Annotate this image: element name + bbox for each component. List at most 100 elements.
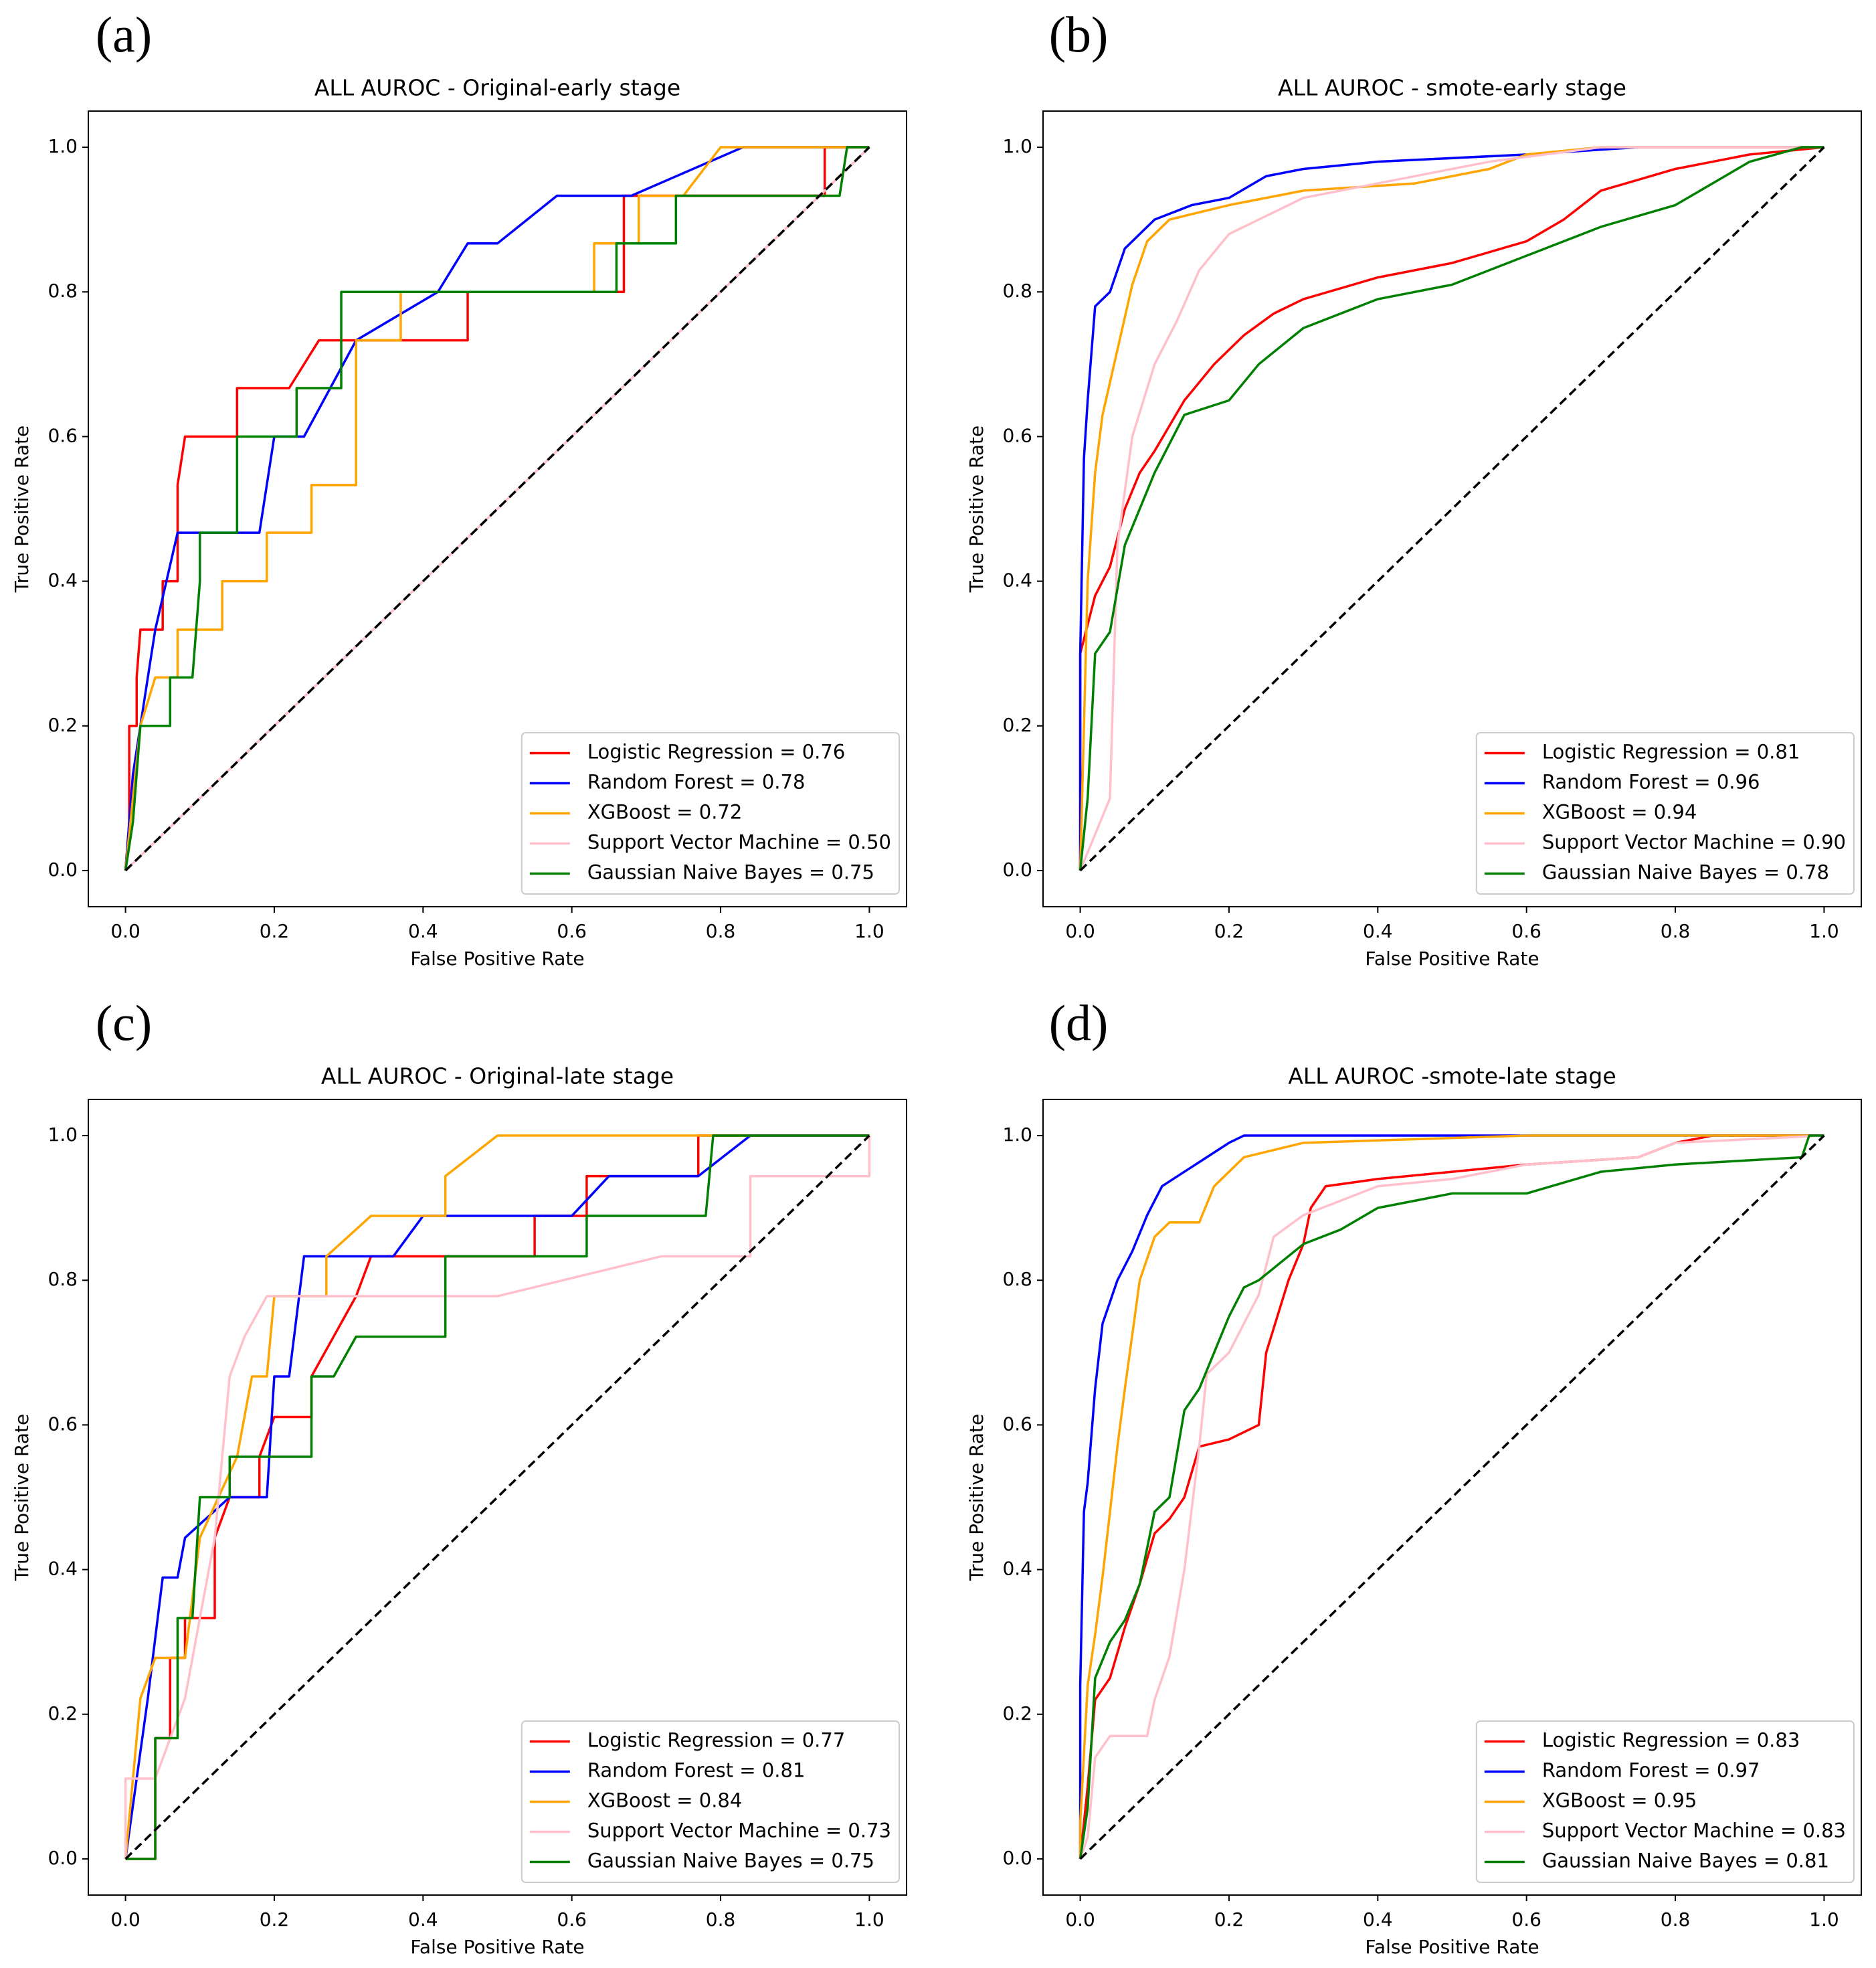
y-axis-label: True Positive Rate [965,1414,988,1581]
legend-box [1475,732,1855,895]
x-tick-label: 0.8 [1661,1908,1691,1931]
y-tick-label: 0.8 [1002,1268,1032,1290]
roc-curve [1078,1134,1824,1859]
y-tick-label: 0.4 [1002,1558,1032,1580]
y-tick-label: 0.8 [48,1268,78,1290]
x-tick-label: 0.0 [1065,920,1095,942]
roc-curve [124,146,870,871]
x-axis-label: False Positive Rate [410,1936,584,1958]
x-tick-label: 1.0 [854,920,884,942]
x-tick-label: 0.4 [408,920,438,942]
legend-label: Support Vector Machine = 0.90 [1542,831,1846,854]
roc-curve [124,146,870,871]
x-axis-label: False Positive Rate [1365,948,1539,970]
legend-box [1475,1720,1855,1883]
chart-title: ALL AUROC - Original-early stage [314,75,680,101]
roc-curve [125,1134,870,1860]
x-tick-label: 0.8 [1661,920,1691,942]
chart-panel: (b) ALL AUROC - smote-early stage False Po… [965,7,1862,970]
legend-label: XGBoost = 0.94 [1542,801,1697,824]
chart-title: ALL AUROC -smote-late stage [1288,1063,1616,1089]
x-tick-label: 0.2 [1214,920,1244,942]
x-tick-label: 0.2 [1214,1908,1244,1931]
legend: Logistic Regression = 0.76 Random Forest … [521,732,900,895]
roc-curve [1078,146,1824,871]
axes-frame [88,1099,907,1896]
legend-label: XGBoost = 0.72 [587,801,743,824]
y-tick-label: 0.2 [48,1702,78,1724]
axes-frame [1042,1099,1862,1896]
y-axis-label: True Positive Rate [11,1414,33,1581]
y-tick-label: 0.4 [48,1558,78,1580]
legend: Logistic Regression = 0.81 Random Forest … [1475,732,1855,895]
legend: Logistic Regression = 0.83 Random Forest … [1475,1720,1855,1883]
y-tick-label: 1.0 [1002,1124,1032,1146]
y-tick-label: 0.6 [48,424,78,446]
roc-curve [124,1134,870,1860]
legend-label: Logistic Regression = 0.77 [587,1729,845,1752]
y-tick-label: 0.2 [1002,1702,1032,1724]
x-tick-label: 0.0 [110,920,140,942]
reference-line [1079,146,1825,872]
roc-curve [124,1134,870,1860]
legend-label: Logistic Regression = 0.83 [1542,1729,1800,1752]
roc-curve [1078,1134,1824,1860]
x-tick-label: 0.0 [1065,1908,1095,1931]
legend-label: Random Forest = 0.78 [587,771,806,794]
panel-label: (b) [1049,7,1109,63]
chart-title: ALL AUROC - Original-late stage [321,1063,674,1089]
legend: Logistic Regression = 0.77 Random Forest … [521,1720,900,1883]
legend-label: Gaussian Naive Bayes = 0.75 [587,861,874,884]
y-tick-label: 0.6 [48,1413,78,1435]
y-tick-label: 1.0 [48,135,78,157]
reference-line [124,1134,870,1860]
legend-label: Random Forest = 0.97 [1542,1759,1760,1782]
x-tick-label: 0.6 [1511,920,1541,942]
reference-line [1079,1134,1825,1860]
legend-box [521,732,900,895]
x-tick-label: 0.6 [557,1908,587,1931]
panel-label: (d) [1049,995,1109,1051]
legend-label: XGBoost = 0.95 [1542,1789,1697,1812]
x-tick-label: 1.0 [1809,920,1839,942]
roc-curve [125,1134,870,1860]
y-tick-label: 0.8 [48,280,78,302]
y-tick-label: 0.6 [1002,1413,1032,1435]
y-tick-label: 0.0 [48,859,78,881]
y-tick-label: 1.0 [1002,135,1032,157]
roc-curve [1078,1134,1824,1859]
x-tick-label: 1.0 [854,1908,884,1931]
y-tick-label: 0.0 [48,1847,78,1869]
x-tick-label: 1.0 [1809,1908,1839,1931]
legend-label: Logistic Regression = 0.76 [587,741,845,764]
x-tick-label: 0.4 [1363,1908,1393,1931]
roc-curve [1078,1134,1824,1860]
panel-label: (c) [96,995,152,1051]
y-tick-label: 0.6 [1002,424,1032,446]
chart-panel: (c) ALL AUROC - Original-late stage False … [11,995,907,1958]
y-axis-label: True Positive Rate [965,426,988,593]
legend-box [521,1720,900,1883]
y-tick-label: 0.8 [1002,280,1032,302]
x-tick-label: 0.6 [1511,1908,1541,1931]
y-tick-label: 0.2 [48,714,78,736]
legend-label: Gaussian Naive Bayes = 0.75 [587,1850,874,1872]
axes-frame [88,110,907,907]
x-axis-label: False Positive Rate [1365,1936,1539,1958]
legend-label: Random Forest = 0.96 [1542,771,1760,794]
roc-curve [124,1136,871,1859]
y-tick-label: 0.2 [1002,714,1032,736]
roc-curve [1078,146,1824,871]
legend-label: XGBoost = 0.84 [587,1789,743,1812]
x-axis-label: False Positive Rate [410,948,584,970]
y-tick-label: 0.0 [1002,859,1032,881]
reference-line [124,146,870,872]
x-tick-label: 0.0 [110,1908,140,1931]
chart-title: ALL AUROC - smote-early stage [1278,75,1626,101]
y-tick-label: 0.4 [1002,569,1032,592]
x-tick-label: 0.4 [1363,920,1393,942]
x-tick-label: 0.8 [706,920,736,942]
x-tick-label: 0.4 [408,1908,438,1931]
